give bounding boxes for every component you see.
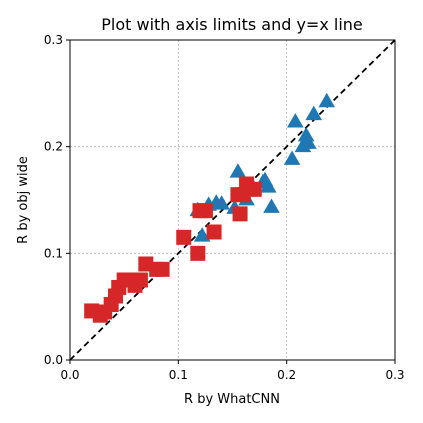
triangle-marker [287, 113, 304, 128]
square-marker [176, 229, 192, 245]
x-tick-label: 0.1 [169, 368, 188, 382]
y-equals-x-line [69, 39, 396, 361]
triangle-marker [229, 163, 247, 178]
reference-line-layer [69, 39, 396, 361]
triangle-marker [318, 92, 336, 108]
axes [66, 39, 396, 364]
triangle-marker [283, 150, 301, 165]
x-tick-label: 0.0 [60, 368, 79, 382]
square-marker [190, 245, 206, 261]
tick-labels: 0.0 0.1 0.2 0.3 0.0 0.1 0.2 0.3 [44, 33, 405, 382]
square-marker [246, 181, 262, 197]
triangle-marker [300, 134, 317, 149]
y-tick-label: 0.1 [44, 246, 63, 260]
triangle-marker [305, 105, 323, 121]
triangle-marker [213, 195, 230, 210]
square-marker [232, 206, 248, 222]
square-marker [206, 224, 222, 240]
x-tick-label: 0.3 [385, 368, 404, 382]
y-tick-label: 0.0 [44, 353, 63, 367]
square-marker [197, 203, 213, 219]
square-marker [132, 272, 148, 288]
x-tick-label: 0.2 [277, 368, 296, 382]
y-axis-label: R by obj wide [16, 156, 31, 244]
y-tick-label: 0.2 [44, 140, 63, 154]
triangle-marker [263, 198, 280, 213]
x-axis-label: R by WhatCNN [184, 392, 280, 407]
y-tick-label: 0.3 [44, 33, 63, 47]
plot-frame [69, 39, 396, 361]
triangle-marker [297, 127, 315, 142]
triangle-marker [193, 227, 211, 242]
data-points [84, 92, 336, 323]
triangle-marker [259, 178, 277, 193]
square-marker [154, 261, 170, 277]
chart-title: Plot with axis limits and y=x line [101, 15, 363, 34]
